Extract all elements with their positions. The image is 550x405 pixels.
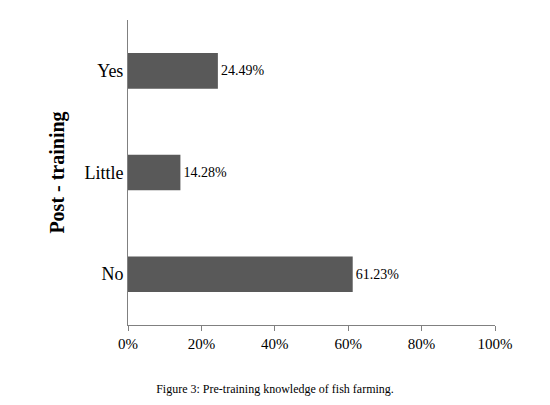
svg-text:No: No [101,264,123,284]
svg-text:20%: 20% [188,336,216,352]
svg-text:80%: 80% [408,336,436,352]
svg-text:0%: 0% [118,336,138,352]
svg-text:61.23%: 61.23% [356,267,400,282]
svg-text:60%: 60% [334,336,362,352]
svg-text:Figure 3: Pre-training knowled: Figure 3: Pre-training knowledge of fish… [156,382,394,396]
svg-text:100%: 100% [478,336,513,352]
svg-text:40%: 40% [261,336,289,352]
svg-text:Yes: Yes [97,61,123,81]
svg-text:Post - training: Post - training [46,111,69,233]
svg-text:24.49%: 24.49% [221,63,265,78]
svg-text:14.28%: 14.28% [183,165,227,180]
svg-text:Little: Little [84,163,123,183]
